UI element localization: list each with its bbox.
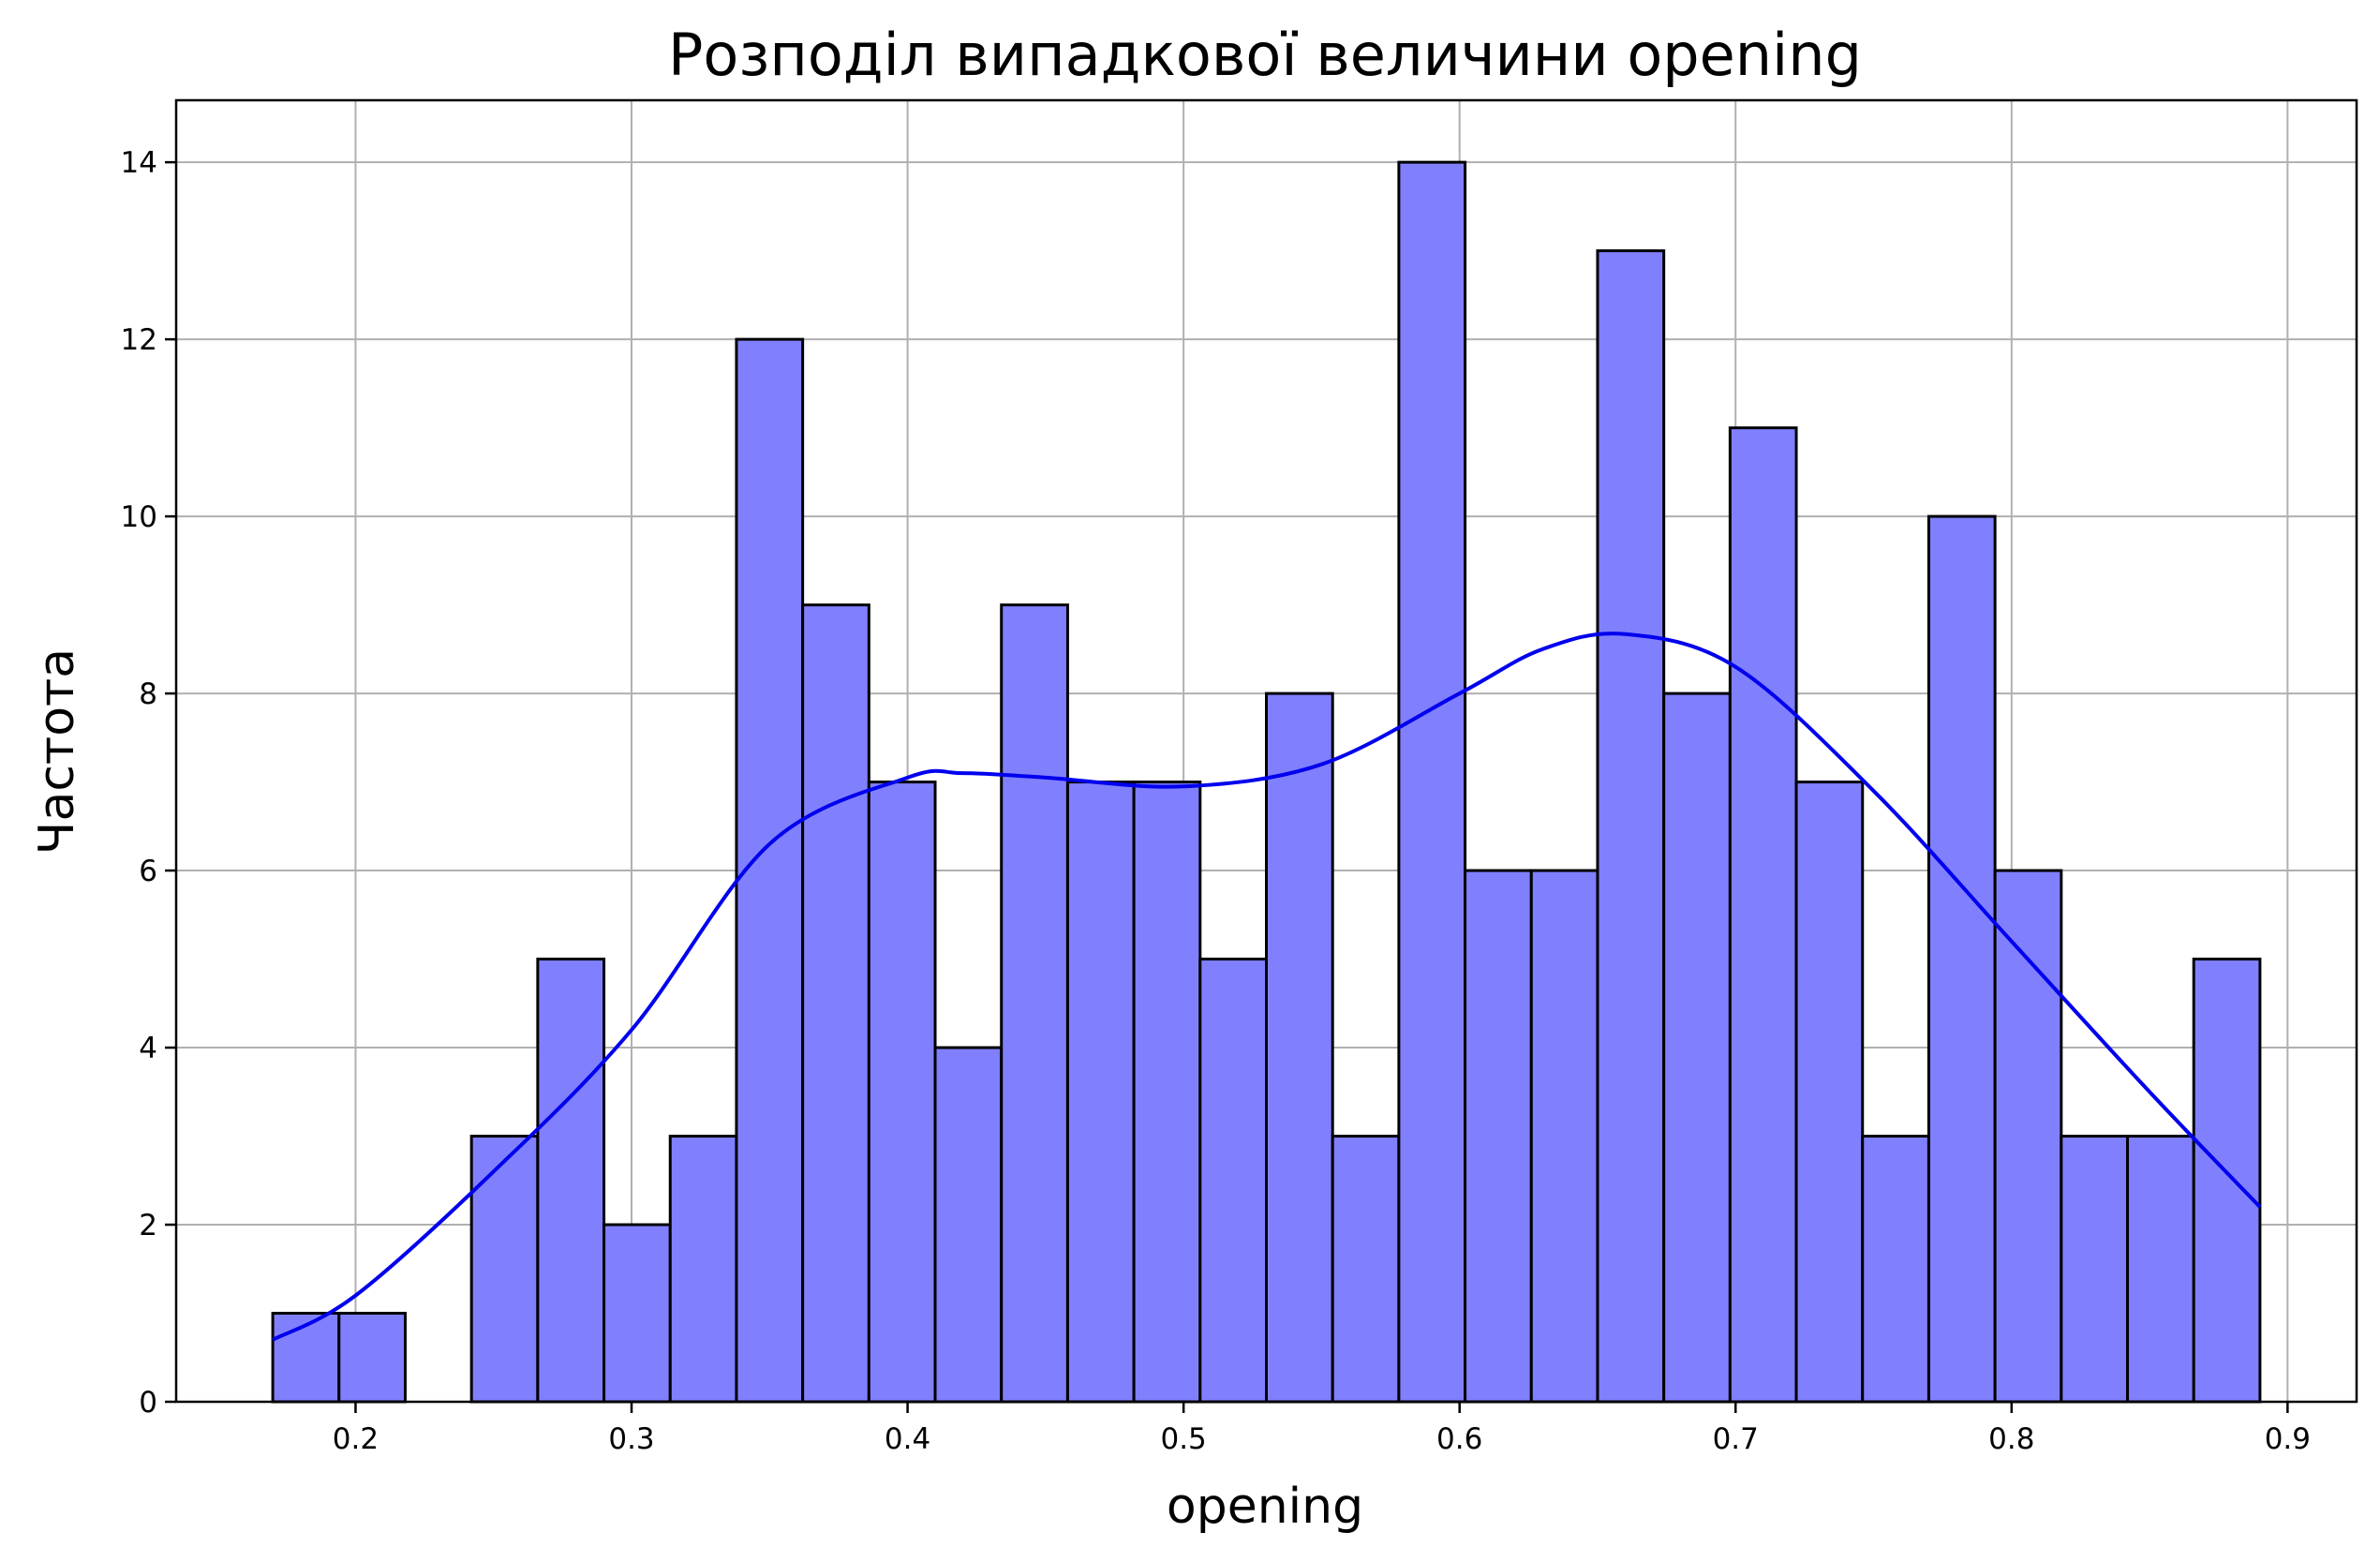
y-tick-label: 4: [139, 1032, 157, 1065]
histogram-bar: [337, 1312, 407, 1404]
histogram-bar: [1861, 1135, 1930, 1404]
y-tick-label: 6: [139, 855, 157, 888]
x-tick-label: 0.6: [1436, 1422, 1482, 1456]
y-tick-label: 10: [121, 500, 157, 534]
histogram-bar: [1596, 249, 1666, 1404]
histogram-bar: [1331, 1135, 1401, 1404]
x-tick-label: 0.9: [2265, 1422, 2311, 1456]
y-tick-label: 14: [121, 146, 157, 180]
plot-frame: [174, 98, 2358, 1404]
x-axis-ticks: 0.2 0.3 0.4 0.5 0.6 0.7 0.8 0.9: [333, 1402, 2311, 1456]
histogram-bar: [2126, 1135, 2195, 1404]
histogram-bar: [2192, 958, 2262, 1404]
histogram-bar: [602, 1223, 672, 1404]
histogram-bar: [469, 1135, 540, 1404]
histogram-bar: [1794, 781, 1865, 1404]
histogram-bar: [1065, 781, 1136, 1404]
y-axis-ticks: 0 2 4 6 8 10 12 14: [121, 146, 176, 1420]
histogram-bar: [867, 781, 937, 1404]
chart-title: Розподіл випадкової величини opening: [668, 21, 1862, 89]
histogram-bar: [2060, 1135, 2130, 1404]
x-tick-label: 0.7: [1713, 1422, 1759, 1456]
x-tick-label: 0.4: [885, 1422, 930, 1456]
x-tick-label: 0.3: [608, 1422, 654, 1456]
histogram-bar: [1397, 160, 1467, 1404]
histogram-bar: [933, 1046, 1004, 1404]
x-tick-label: 0.5: [1160, 1422, 1206, 1456]
histogram-bar: [1529, 869, 1599, 1404]
x-tick-label: 0.2: [333, 1422, 379, 1456]
y-tick-label: 0: [139, 1386, 157, 1420]
histogram-bar: [1000, 603, 1069, 1404]
histogram-bar: [1132, 781, 1202, 1404]
y-tick-label: 12: [121, 323, 157, 357]
y-tick-label: 8: [139, 677, 157, 711]
histogram-bar: [801, 603, 870, 1404]
histogram-bar: [1662, 692, 1732, 1404]
x-tick-label: 0.8: [1988, 1422, 2034, 1456]
histogram-bars: [271, 160, 2262, 1404]
histogram-bar: [1464, 869, 1533, 1404]
kde-curve: [272, 632, 2262, 1342]
kde-curve-group: [272, 632, 2262, 1342]
histogram-bar: [1198, 958, 1268, 1404]
histogram-bar: [1993, 869, 2063, 1404]
histogram-bar: [536, 958, 606, 1404]
y-axis-label: Частота: [29, 648, 85, 855]
y-tick-label: 2: [139, 1209, 157, 1242]
histogram-bar: [668, 1135, 738, 1404]
histogram-bar: [1728, 426, 1798, 1404]
x-axis-label: opening: [1167, 1479, 1363, 1535]
histogram-bar: [1926, 514, 1997, 1404]
histogram-bar: [1265, 692, 1334, 1404]
